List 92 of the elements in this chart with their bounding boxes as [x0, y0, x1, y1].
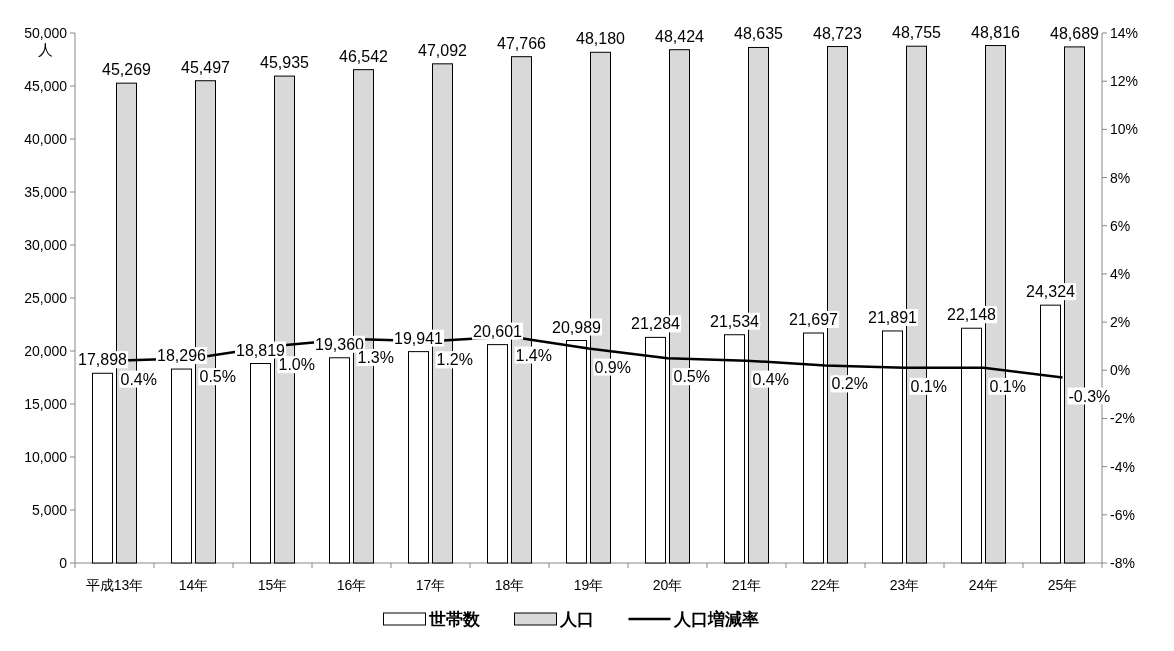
bar [645, 336, 666, 564]
x-tick-label: 23年 [889, 577, 920, 593]
bar [961, 327, 982, 564]
data-label: 48,180 [576, 30, 626, 48]
y-axis-title: 人 [37, 41, 53, 58]
legend-label: 人口 [558, 610, 594, 629]
data-label: 21,697 [789, 311, 839, 329]
data-label: 20,989 [552, 318, 602, 336]
data-label: 46,542 [339, 47, 389, 65]
bar [92, 372, 113, 564]
y-tick-label: 20,000 [24, 343, 68, 359]
data-label: 45,497 [181, 58, 231, 76]
data-label: 0.4% [120, 370, 157, 388]
y2-tick-label: 6% [1110, 217, 1131, 234]
y2-tick-label: -2% [1110, 410, 1135, 427]
data-label: 1.0% [278, 356, 315, 374]
y-tick-label: 45,000 [24, 78, 68, 94]
data-label: 48,424 [655, 27, 705, 45]
data-label: 0.9% [594, 358, 631, 376]
y2-tick-label: 0% [1110, 362, 1131, 379]
bar [803, 332, 824, 564]
data-label: 0.1% [989, 377, 1026, 395]
x-tick-label: 19年 [573, 577, 604, 593]
y-tick-label: 50,000 [24, 25, 68, 41]
data-label: 47,766 [497, 34, 547, 52]
x-tick-label: 22年 [810, 577, 841, 593]
bar [1040, 304, 1061, 564]
y2-tick-label: 12% [1110, 73, 1139, 90]
y-tick-label: 15,000 [24, 396, 68, 412]
data-label: 19,941 [394, 329, 444, 347]
y-tick-label: 30,000 [24, 237, 68, 253]
bar [329, 357, 350, 564]
data-label: 48,689 [1050, 24, 1100, 42]
y2-tick-label: -8% [1110, 555, 1135, 571]
x-tick-label: 20年 [652, 577, 683, 593]
bar [171, 368, 192, 564]
y2-tick-label: 4% [1110, 265, 1131, 282]
data-label: 18,819 [236, 341, 286, 359]
bar [882, 330, 903, 564]
data-label: 21,891 [868, 308, 918, 326]
bar [724, 334, 745, 564]
data-label: 21,284 [631, 315, 681, 333]
data-label: 19,360 [315, 335, 365, 353]
bar [487, 344, 508, 564]
data-label: 0.2% [831, 375, 868, 393]
y2-tick-label: 8% [1110, 169, 1131, 186]
data-label: 1.2% [436, 351, 473, 369]
x-tick-label: 18年 [494, 577, 525, 593]
bar [250, 363, 271, 564]
data-label: 18,296 [157, 347, 207, 365]
data-label: 0.1% [910, 377, 947, 395]
x-tick-label: 25年 [1047, 577, 1078, 593]
data-label: 22,148 [947, 306, 997, 324]
y2-tick-label: 2% [1110, 314, 1131, 331]
x-tick-label: 15年 [257, 577, 288, 593]
data-label: 45,935 [260, 54, 310, 72]
y-tick-label: 35,000 [24, 184, 68, 200]
x-tick-label: 平成13年 [85, 577, 144, 593]
legend-label: 人口増減率 [672, 609, 759, 629]
x-tick-label: 14年 [178, 577, 209, 593]
y-tick-label: 10,000 [24, 449, 68, 465]
data-label: -0.3% [1068, 387, 1111, 405]
y-tick-label: 25,000 [24, 290, 68, 306]
data-label: 20,601 [473, 322, 523, 340]
y-tick-label: 40,000 [24, 131, 68, 147]
data-label: 0.5% [199, 368, 236, 386]
y2-tick-label: -6% [1110, 506, 1135, 523]
bar [408, 351, 429, 564]
data-label: 48,723 [813, 24, 863, 42]
y2-tick-label: -4% [1110, 458, 1135, 475]
bar [566, 340, 587, 564]
data-label: 48,816 [971, 23, 1021, 41]
y-tick-label: 0 [59, 555, 68, 571]
data-label: 0.4% [752, 370, 789, 388]
data-label: 1.4% [515, 346, 552, 364]
legend-label: 世帯数 [427, 610, 481, 629]
x-tick-label: 24年 [968, 577, 999, 593]
y-tick-label: 5,000 [31, 502, 68, 518]
data-label: 45,269 [102, 61, 152, 79]
y2-tick-label: 14% [1110, 25, 1139, 41]
data-label: 48,635 [734, 25, 784, 43]
data-label: 24,324 [1026, 283, 1076, 301]
data-label: 21,534 [710, 312, 760, 330]
data-label: 17,898 [78, 351, 128, 369]
data-label: 0.5% [673, 368, 710, 386]
y2-tick-label: 10% [1110, 121, 1139, 138]
x-tick-label: 16年 [336, 577, 367, 593]
x-tick-label: 17年 [415, 577, 446, 593]
data-label: 48,755 [892, 24, 942, 42]
data-label: 1.3% [357, 348, 394, 366]
x-tick-label: 21年 [731, 577, 762, 593]
data-label: 47,092 [418, 41, 468, 59]
